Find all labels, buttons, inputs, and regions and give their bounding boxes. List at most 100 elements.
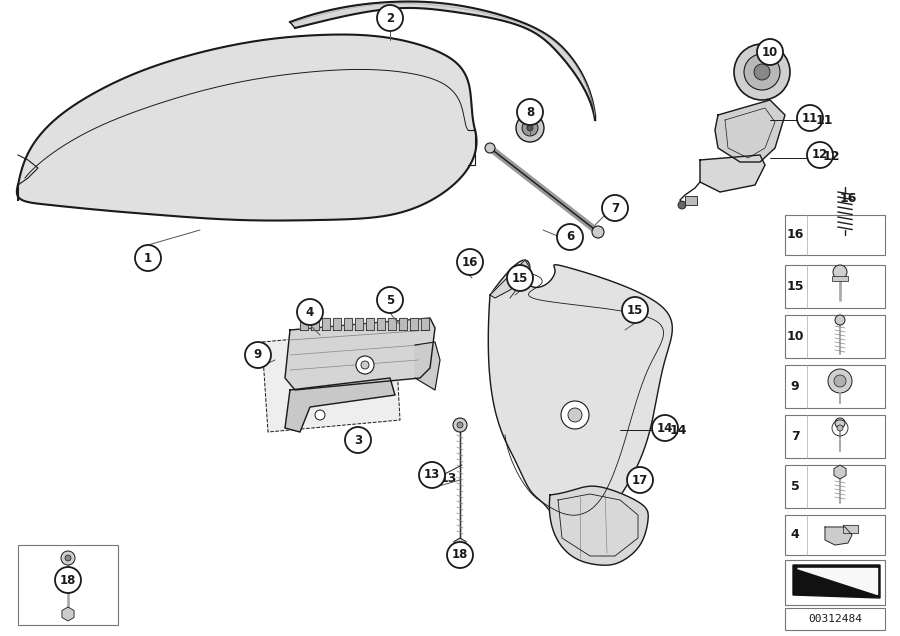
- Polygon shape: [410, 318, 418, 330]
- FancyBboxPatch shape: [785, 265, 885, 308]
- Text: 15: 15: [512, 272, 528, 284]
- Text: 18: 18: [59, 574, 76, 586]
- Text: 14: 14: [657, 422, 673, 434]
- Polygon shape: [355, 318, 363, 330]
- Circle shape: [507, 265, 533, 291]
- Polygon shape: [285, 378, 395, 432]
- Text: 6: 6: [566, 230, 574, 244]
- Circle shape: [797, 105, 823, 131]
- Polygon shape: [490, 260, 530, 298]
- Circle shape: [622, 297, 648, 323]
- Circle shape: [835, 418, 845, 428]
- Circle shape: [757, 39, 783, 65]
- FancyBboxPatch shape: [685, 196, 697, 205]
- Circle shape: [457, 249, 483, 275]
- Circle shape: [453, 418, 467, 432]
- Circle shape: [678, 201, 686, 209]
- Polygon shape: [715, 100, 785, 162]
- Circle shape: [361, 361, 369, 369]
- Polygon shape: [421, 318, 429, 330]
- FancyBboxPatch shape: [785, 608, 885, 630]
- Text: 17: 17: [632, 473, 648, 487]
- FancyBboxPatch shape: [785, 415, 885, 458]
- Text: 9: 9: [791, 380, 799, 393]
- Circle shape: [297, 299, 323, 325]
- Circle shape: [807, 142, 833, 168]
- Circle shape: [652, 415, 678, 441]
- Circle shape: [834, 375, 846, 387]
- Text: 2: 2: [386, 11, 394, 25]
- Polygon shape: [843, 525, 858, 533]
- Circle shape: [245, 342, 271, 368]
- Polygon shape: [290, 1, 595, 120]
- Circle shape: [485, 143, 495, 153]
- Text: 10: 10: [787, 330, 804, 343]
- Text: 13: 13: [424, 469, 440, 481]
- Polygon shape: [17, 34, 477, 221]
- Text: 11: 11: [802, 111, 818, 125]
- Text: 14: 14: [670, 424, 688, 436]
- Text: 18: 18: [452, 548, 468, 562]
- Circle shape: [356, 356, 374, 374]
- Polygon shape: [415, 342, 440, 390]
- Circle shape: [835, 315, 845, 325]
- Circle shape: [754, 64, 770, 80]
- Text: 11: 11: [816, 113, 833, 127]
- Polygon shape: [366, 318, 374, 330]
- Text: 7: 7: [611, 202, 619, 214]
- Text: 5: 5: [386, 293, 394, 307]
- Circle shape: [135, 245, 161, 271]
- Circle shape: [833, 265, 847, 279]
- Circle shape: [734, 44, 790, 100]
- FancyBboxPatch shape: [832, 276, 848, 281]
- Text: 12: 12: [823, 149, 841, 163]
- FancyBboxPatch shape: [785, 515, 885, 555]
- Polygon shape: [399, 318, 407, 330]
- Circle shape: [55, 567, 81, 593]
- Polygon shape: [549, 486, 648, 565]
- Circle shape: [516, 114, 544, 142]
- Polygon shape: [344, 318, 352, 330]
- Text: 16: 16: [787, 228, 804, 242]
- Text: 16: 16: [840, 191, 858, 205]
- Text: 00312484: 00312484: [808, 614, 862, 624]
- Text: 13: 13: [440, 471, 457, 485]
- Polygon shape: [797, 568, 877, 594]
- Circle shape: [377, 287, 403, 313]
- Text: 10: 10: [762, 46, 778, 59]
- Text: 4: 4: [790, 529, 799, 541]
- Text: 12: 12: [812, 148, 828, 162]
- Text: 16: 16: [462, 256, 478, 268]
- Circle shape: [627, 467, 653, 493]
- Polygon shape: [825, 527, 852, 545]
- Polygon shape: [322, 318, 330, 330]
- Polygon shape: [377, 318, 385, 330]
- Text: 9: 9: [254, 349, 262, 361]
- FancyBboxPatch shape: [18, 545, 118, 625]
- Circle shape: [447, 542, 473, 568]
- Circle shape: [457, 422, 463, 428]
- Circle shape: [592, 226, 604, 238]
- Text: 7: 7: [790, 430, 799, 443]
- FancyBboxPatch shape: [785, 315, 885, 358]
- Text: 15: 15: [787, 280, 804, 293]
- Text: 4: 4: [306, 305, 314, 319]
- Text: 8: 8: [526, 106, 534, 118]
- Circle shape: [561, 401, 589, 429]
- Circle shape: [568, 408, 582, 422]
- Circle shape: [65, 555, 71, 561]
- FancyBboxPatch shape: [785, 560, 885, 605]
- Circle shape: [522, 120, 538, 136]
- Circle shape: [828, 369, 852, 393]
- Circle shape: [602, 195, 628, 221]
- Circle shape: [837, 425, 843, 431]
- FancyBboxPatch shape: [785, 215, 885, 255]
- Circle shape: [345, 427, 371, 453]
- Circle shape: [527, 125, 533, 131]
- Text: 1: 1: [144, 251, 152, 265]
- FancyBboxPatch shape: [785, 365, 885, 408]
- Polygon shape: [333, 318, 341, 330]
- Polygon shape: [285, 318, 435, 390]
- FancyBboxPatch shape: [785, 465, 885, 508]
- Circle shape: [744, 54, 780, 90]
